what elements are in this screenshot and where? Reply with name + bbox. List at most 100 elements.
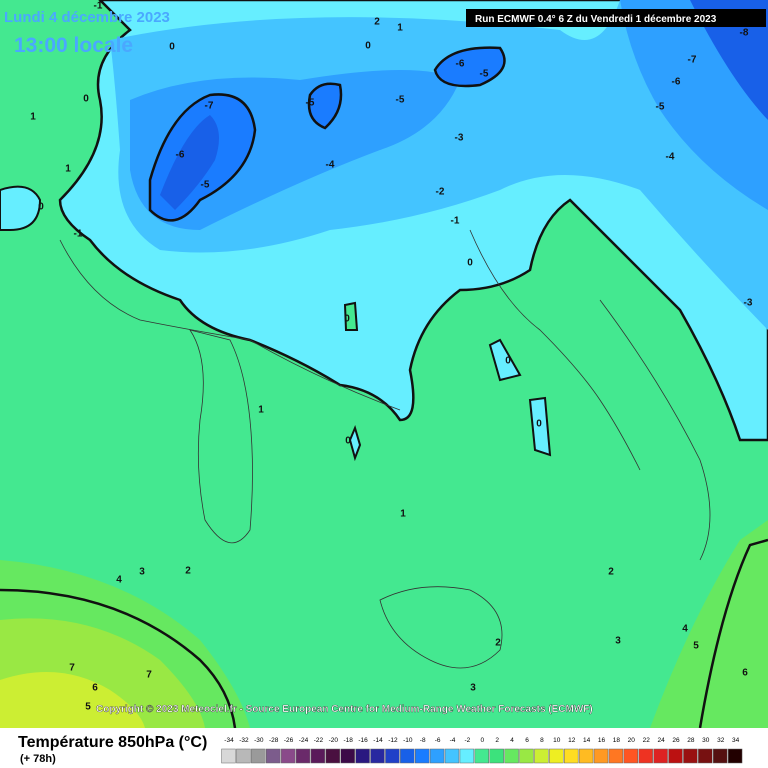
legend-swatch	[429, 748, 445, 764]
contour-label: -2	[436, 187, 445, 198]
contour-label: 0	[505, 356, 511, 367]
footer-lead: (+ 78h)	[20, 753, 56, 765]
legend-swatch	[355, 748, 370, 764]
contour-label: 5	[693, 641, 699, 652]
legend-swatch	[683, 748, 698, 764]
cold-zone	[488, 338, 522, 382]
legend-tick: 8	[540, 737, 544, 744]
contour-label: 3	[615, 636, 621, 647]
contour-label: -1	[94, 1, 103, 12]
contour-label: -1	[451, 216, 460, 227]
contour-label: -5	[480, 69, 489, 80]
cold-zone	[0, 185, 42, 231]
warm-island	[343, 301, 359, 331]
legend-swatch	[519, 748, 534, 764]
legend-tick: -28	[269, 737, 279, 744]
legend-tick: -8	[420, 737, 426, 744]
contour-label: 4	[116, 575, 122, 586]
legend-tick: 28	[687, 737, 695, 744]
contour-label: 0	[365, 41, 371, 52]
contour-label: 2	[374, 17, 380, 28]
legend-swatch	[236, 748, 251, 764]
contour-label: 2	[185, 566, 191, 577]
run-label: Run ECMWF 0.4° 6 Z du Vendredi 1 décembr…	[475, 14, 717, 25]
contour-label: 7	[69, 663, 75, 674]
legend-swatch	[638, 748, 653, 764]
legend-swatch	[340, 748, 355, 764]
legend-tick: 2	[495, 737, 499, 744]
legend-swatch	[534, 748, 549, 764]
contour-labels: -1 2 1 0 0 -6 -5 -8 -7 -6 -5 -4 0 1 -7 -5 -5 -6 -4 -5 -3 -2 -1…	[30, 1, 753, 713]
copyright: Copyright © 2023 Meteociel.fr - Source E…	[96, 704, 593, 715]
legend-swatch	[370, 748, 385, 764]
legend-tick: 18	[613, 737, 621, 744]
cold-zone	[348, 425, 362, 462]
legend-tick: -2	[465, 737, 471, 744]
time-label: 13:00 locale	[14, 34, 133, 57]
contour-label: 1	[65, 164, 71, 175]
contour-label: 0	[467, 258, 473, 269]
legend-swatch	[578, 748, 594, 764]
legend-swatch	[668, 748, 683, 764]
contour-label: 1	[397, 23, 403, 34]
legend-swatch	[459, 748, 475, 764]
legend-tick: 10	[553, 737, 561, 744]
contour-label: -5	[201, 180, 210, 191]
legend-swatch	[400, 748, 415, 764]
contour-label: 0	[345, 436, 351, 447]
legend-swatch	[444, 748, 460, 764]
legend-tick: -14	[373, 737, 383, 744]
legend-tick: 34	[732, 737, 740, 744]
warm-zone	[0, 672, 145, 728]
contour-label: 6	[92, 683, 98, 694]
contour-label: 2	[608, 567, 614, 578]
legend-tick: 30	[702, 737, 710, 744]
legend-tick: 24	[657, 737, 665, 744]
contour-label: -4	[666, 152, 675, 163]
contour-label: 6	[742, 668, 748, 679]
legend-tick: -12	[388, 737, 398, 744]
legend-tick: -10	[403, 737, 413, 744]
contour-label: 3	[139, 567, 145, 578]
contour-label: -5	[306, 98, 315, 109]
contour-label: 7	[146, 670, 152, 681]
legend-tick: -18	[343, 737, 353, 744]
legend-tick: -26	[284, 737, 294, 744]
contour-label: 5	[85, 702, 91, 713]
cold-zone	[690, 0, 768, 120]
contour-label: 0	[83, 94, 89, 105]
contour-label: 0	[169, 42, 175, 53]
contour-label: -6	[176, 150, 185, 161]
legend-swatch	[310, 748, 326, 764]
isotherm	[698, 538, 768, 729]
legend-swatch	[608, 748, 624, 764]
legend-tick: 6	[525, 737, 529, 744]
legend-swatch	[325, 748, 341, 764]
contour-label: -6	[456, 59, 465, 70]
legend-swatch	[564, 748, 579, 764]
legend-swatch	[221, 748, 236, 764]
legend-tick: 32	[717, 737, 725, 744]
run-box	[466, 9, 766, 27]
contour-label: -7	[688, 55, 697, 66]
legend-tick: -24	[299, 737, 309, 744]
legend-swatch	[266, 748, 281, 764]
legend-swatch	[474, 748, 490, 764]
contour-label: -7	[205, 101, 214, 112]
legend-tick: -30	[254, 737, 264, 744]
legend-swatch	[549, 748, 564, 764]
legend-swatch	[385, 748, 400, 764]
legend-tick: 16	[598, 737, 606, 744]
contour-label: 0	[38, 202, 44, 213]
contour-label: 1	[258, 405, 264, 416]
cold-zone	[528, 396, 552, 457]
legend-tick: -20	[329, 737, 339, 744]
coastlines	[59, 229, 711, 669]
legend-swatch	[698, 748, 713, 764]
legend-tick: -22	[314, 737, 324, 744]
legend-swatch	[280, 748, 296, 764]
legend-tick: 12	[568, 737, 576, 744]
contour-label: 2	[495, 638, 501, 649]
